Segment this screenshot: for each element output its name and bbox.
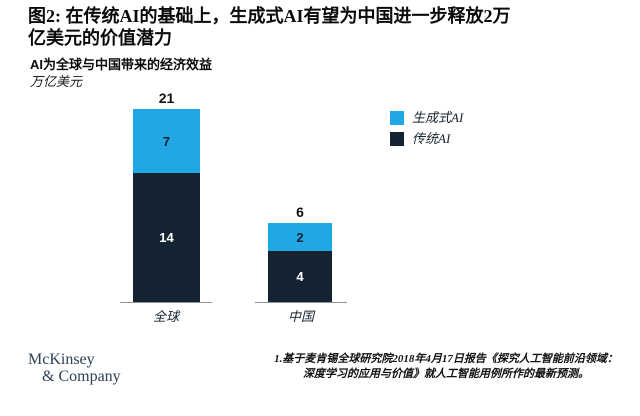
title-line-1: 图2: 在传统AI的基础上，生成式AI有望为中国进一步释放2万: [28, 6, 511, 26]
segment-value-label: 4: [296, 269, 304, 284]
total-label-global: 21: [158, 90, 175, 106]
segment-china-generative-ai: 2: [268, 223, 332, 251]
mckinsey-logo: McKinsey & Company: [28, 351, 121, 385]
segment-global-traditional-ai: 14: [133, 173, 200, 302]
legend-label: 生成式AI: [412, 110, 464, 125]
logo-line-1: McKinsey: [28, 351, 95, 368]
baseline-china: [255, 302, 347, 303]
legend-item-traditional-ai: 传统AI: [390, 132, 463, 146]
category-label-china: 中国: [287, 309, 314, 324]
segment-china-traditional-ai: 4: [268, 251, 332, 302]
chart-subtitle-heading: AI为全球与中国带来的经济效益: [30, 57, 213, 72]
chart-subtitle: AI为全球与中国带来的经济效益 万亿美元: [30, 57, 212, 89]
chart-unit-label: 万亿美元: [30, 74, 83, 89]
bar-group-global: 21 7 14: [133, 89, 200, 302]
category-label-global: 全球: [152, 309, 179, 324]
bar-group-china: 6 2 4: [268, 203, 332, 302]
legend-swatch-generative-blue: [390, 111, 404, 125]
segment-value-label: 7: [162, 133, 171, 149]
segment-value-label: 14: [159, 230, 174, 245]
page-title: 图2: 在传统AI的基础上，生成式AI有望为中国进一步释放2万 亿美元的价值潜力: [28, 5, 628, 49]
legend-item-generative-ai: 生成式AI: [390, 111, 463, 125]
baseline-global: [120, 302, 212, 303]
total-label-china: 6: [296, 204, 304, 220]
legend-label: 传统AI: [412, 131, 451, 146]
legend-swatch-traditional-navy: [390, 132, 404, 146]
title-line-2: 亿美元的价值潜力: [28, 28, 172, 48]
footnote-line-2: 深度学习的应用与价值》就人工智能用例所作的最新预测。: [303, 368, 589, 380]
footnote: 1.基于麦肯锡全球研究院2018年4月17日报告《探究人工智能前沿领域： 深度学…: [258, 352, 634, 382]
segment-global-generative-ai: 7: [133, 109, 200, 173]
footnote-line-1: 1.基于麦肯锡全球研究院2018年4月17日报告《探究人工智能前沿领域：: [274, 353, 618, 365]
chart-legend: 生成式AI 传统AI: [390, 111, 463, 153]
segment-value-label: 2: [296, 229, 304, 245]
logo-line-2: & Company: [42, 368, 121, 385]
